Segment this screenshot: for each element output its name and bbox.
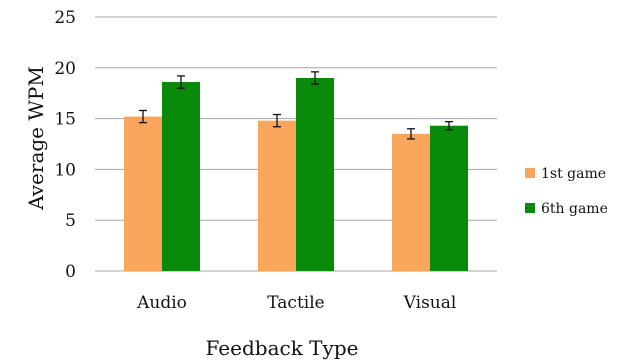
y-axis-ticks: 0 5 10 15 20 25 [54,8,76,282]
x-axis-title: Feedback Type [206,336,359,360]
bar-audio-6th-game [162,82,200,271]
legend: 1st game 6th game [525,166,608,217]
x-tick-label-audio: Audio [136,293,187,313]
legend-swatch-1st-game [525,168,535,178]
error-bar-audio-6th-game [177,75,185,89]
bar-audio-1st-game [124,116,162,272]
y-tick-label-10: 10 [54,160,76,180]
x-tick-label-tactile: Tactile [267,293,324,313]
y-axis-title: Average WPM [24,66,48,211]
bar-visual-6th-game [430,125,468,271]
legend-label-1st-game: 1st game [541,166,606,182]
legend-swatch-6th-game [525,203,535,213]
bar-visual-1st-game [392,133,430,271]
error-bar-audio-1st-game [139,109,147,124]
y-tick-label-20: 20 [54,59,76,79]
bar-tactile-1st-game [258,120,296,272]
y-tick-label-5: 5 [65,211,76,231]
y-tick-label-0: 0 [65,262,76,282]
legend-label-6th-game: 6th game [541,201,608,217]
y-tick-label-25: 25 [54,8,76,28]
error-bars [139,71,453,140]
x-axis-ticks: Audio Tactile Visual [136,293,456,313]
x-tick-label-visual: Visual [403,293,457,313]
error-bar-visual-6th-game [445,120,453,131]
bar-tactile-6th-game [296,77,334,272]
error-bar-tactile-1st-game [273,113,281,128]
error-bar-tactile-6th-game [311,71,319,85]
error-bar-visual-1st-game [407,128,415,140]
bars [124,77,468,272]
y-tick-label-15: 15 [54,110,76,130]
